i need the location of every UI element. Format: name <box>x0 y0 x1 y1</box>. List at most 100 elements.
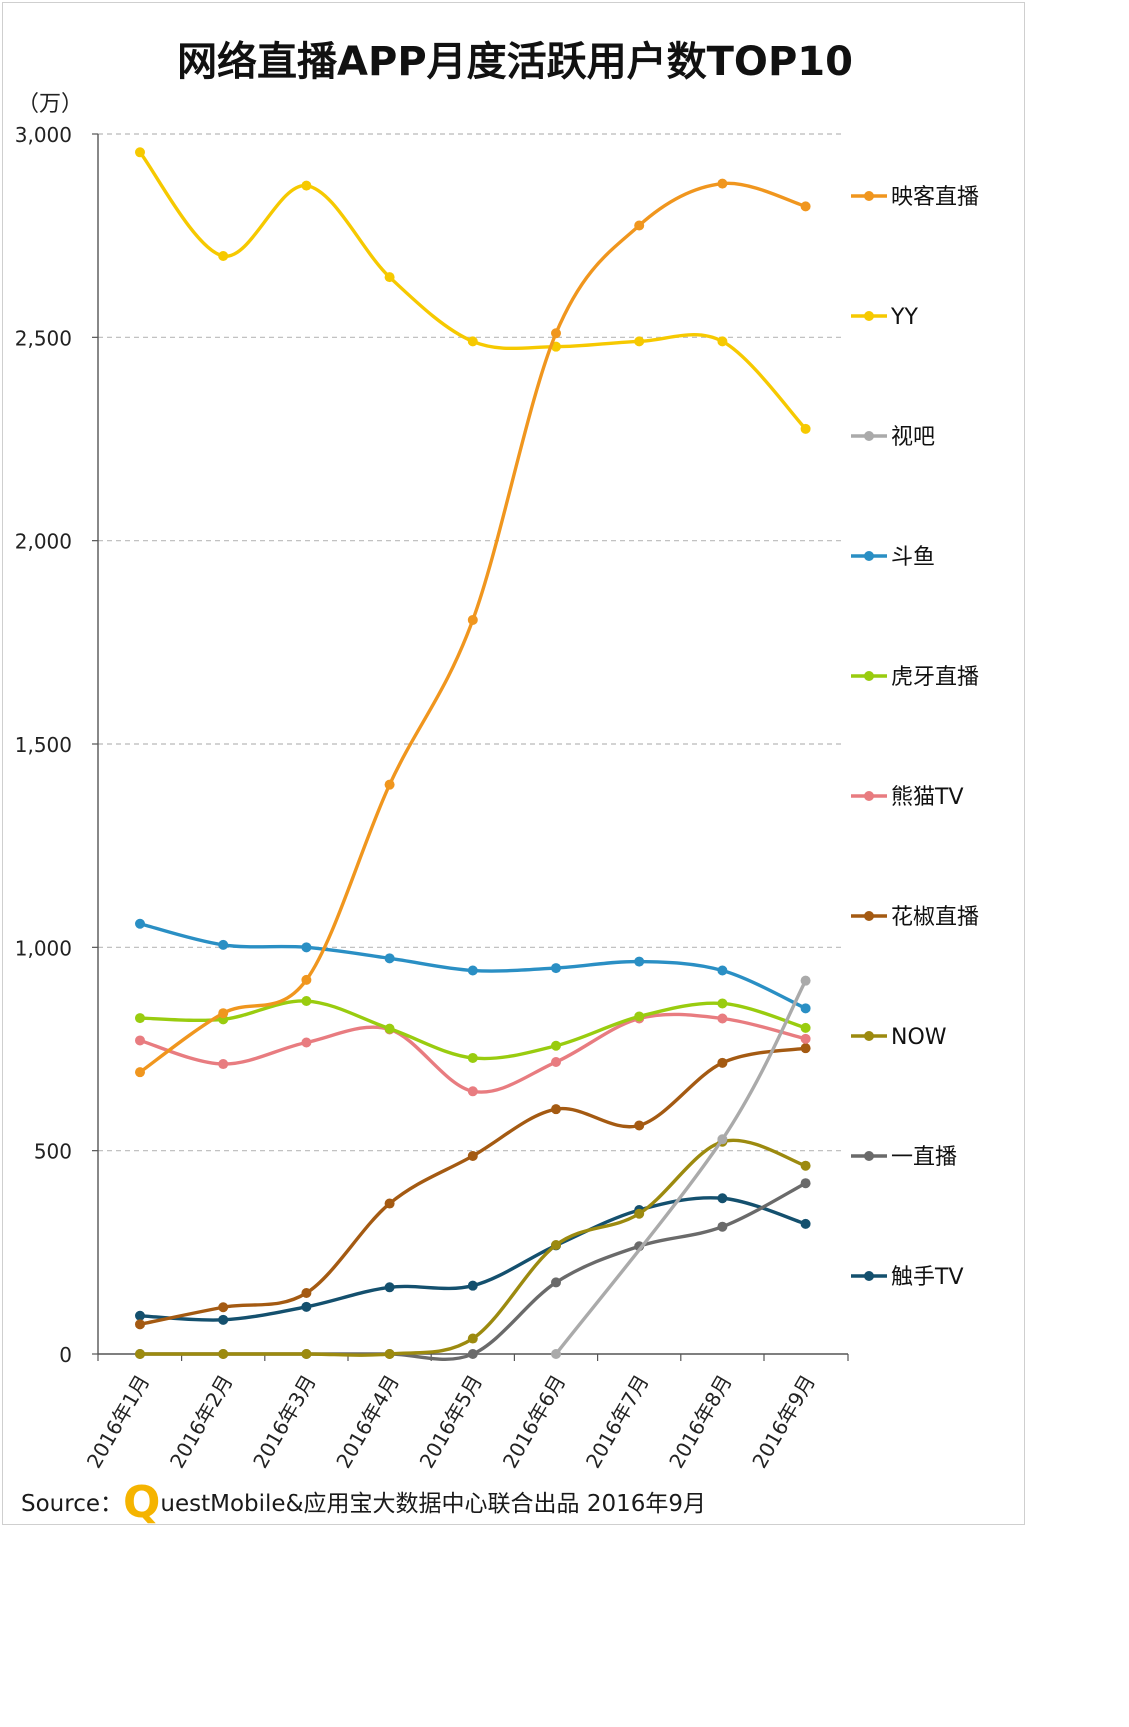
chart-title: 网络直播APP月度活跃用户数TOP10 <box>177 39 853 85</box>
data-point <box>384 1282 395 1293</box>
legend-item: 视吧 <box>851 425 935 450</box>
data-point <box>218 1302 229 1313</box>
legend-label: YY <box>890 305 918 330</box>
data-point <box>218 939 229 950</box>
data-point <box>551 1277 561 1288</box>
data-point <box>551 1240 561 1251</box>
data-point <box>135 918 145 929</box>
legend-swatch-marker <box>864 431 874 441</box>
data-point <box>384 953 395 964</box>
data-point <box>551 963 561 974</box>
legend-swatch-marker <box>864 671 874 681</box>
x-tick-label: 2016年1月 <box>82 1371 155 1473</box>
legend-swatch-marker <box>864 551 874 561</box>
data-point <box>218 1314 229 1325</box>
legend-item: 触手TV <box>851 1265 964 1290</box>
data-point <box>301 1288 312 1298</box>
series-2 <box>551 975 811 1359</box>
data-point <box>301 1301 312 1312</box>
data-point <box>717 1221 728 1232</box>
series-line <box>138 181 808 1074</box>
legend-swatch-marker <box>864 1271 874 1281</box>
data-point <box>634 336 645 347</box>
data-point <box>800 1178 811 1189</box>
data-point <box>800 1033 811 1044</box>
data-point <box>301 942 312 953</box>
legend-swatch-marker <box>864 791 874 801</box>
data-point <box>551 1104 561 1115</box>
data-point <box>135 1035 145 1046</box>
data-point <box>384 1023 395 1034</box>
data-point <box>135 1067 145 1078</box>
questmobile-logo-q: Q <box>123 1477 161 1528</box>
x-tick-label: 2016年8月 <box>664 1371 737 1473</box>
data-point <box>218 251 229 261</box>
data-point <box>800 1003 811 1014</box>
y-tick-label: 0 <box>59 1343 72 1367</box>
series-1 <box>135 147 811 434</box>
data-point <box>800 1043 811 1054</box>
data-point <box>135 1013 145 1024</box>
data-point <box>717 178 728 189</box>
legend-label: NOW <box>891 1025 947 1050</box>
data-point <box>634 1011 645 1022</box>
y-tick-label: 1,500 <box>15 733 72 757</box>
legend-swatch-marker <box>864 911 874 921</box>
legend-item: 虎牙直播 <box>851 665 979 690</box>
legend-item: NOW <box>851 1025 947 1050</box>
series-3 <box>135 918 811 1014</box>
data-point <box>218 1059 229 1070</box>
data-point <box>301 974 312 985</box>
data-point <box>551 1349 561 1359</box>
data-point <box>301 180 312 191</box>
data-point <box>135 1349 145 1359</box>
data-point <box>634 1208 645 1219</box>
source-text: uestMobile&应用宝大数据中心联合出品 2016年9月 <box>160 1491 706 1517</box>
y-tick-label: 500 <box>34 1140 72 1164</box>
legend-item: 映客直播 <box>851 185 979 210</box>
data-point <box>634 956 645 967</box>
x-tick-label: 2016年9月 <box>747 1371 820 1473</box>
series-line <box>138 150 808 431</box>
data-point <box>800 1022 811 1033</box>
data-point <box>717 965 728 976</box>
y-tick-label: 3,000 <box>15 123 72 147</box>
line-chart: 网络直播APP月度活跃用户数TOP10 （万） 0 500 1,000 1,500 2,… <box>15 39 979 1473</box>
data-point <box>467 1150 478 1161</box>
x-tick-label: 2016年7月 <box>581 1371 654 1473</box>
series-7 <box>135 1136 811 1359</box>
series-line <box>138 1196 808 1322</box>
legend-swatch-marker <box>864 1031 874 1041</box>
data-point <box>467 614 478 625</box>
series-line <box>138 1181 808 1361</box>
chart-frame: 网络直播APP月度活跃用户数TOP10 （万） 0 500 1,000 1,500 2,… <box>2 2 1025 1528</box>
data-point <box>467 1280 478 1291</box>
legend-swatch-marker <box>864 311 874 321</box>
data-point <box>384 1349 395 1359</box>
data-point <box>301 996 312 1007</box>
legend-label: 映客直播 <box>891 185 979 210</box>
data-point <box>135 1319 145 1330</box>
legend-label: 熊猫TV <box>891 785 964 810</box>
data-point <box>800 1218 811 1229</box>
legend-label: 触手TV <box>891 1265 964 1290</box>
data-point <box>467 336 478 347</box>
data-point <box>384 272 395 283</box>
data-point <box>634 1120 645 1131</box>
data-point <box>800 423 811 434</box>
series-layer <box>135 147 811 1361</box>
series-6 <box>135 1043 811 1330</box>
data-point <box>467 1349 478 1359</box>
data-point <box>717 1134 728 1145</box>
legend-item: 斗鱼 <box>851 545 935 570</box>
legend-label: 视吧 <box>891 425 935 450</box>
legend-swatch-marker <box>864 191 874 201</box>
data-point <box>717 1013 728 1024</box>
data-point <box>717 336 728 347</box>
x-tick-label: 2016年3月 <box>248 1371 321 1473</box>
data-point <box>717 1193 728 1204</box>
x-tick-label: 2016年5月 <box>415 1371 488 1473</box>
data-point <box>218 1349 229 1359</box>
